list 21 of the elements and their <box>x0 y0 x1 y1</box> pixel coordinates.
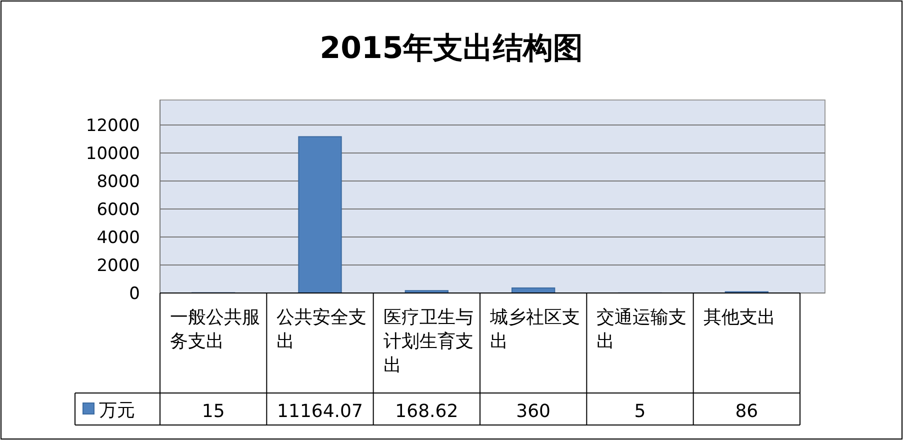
text: 5 <box>634 401 646 422</box>
y-tick-label: 4000 <box>96 228 140 248</box>
y-tick-label: 10000 <box>86 144 140 164</box>
y-tick-label: 2000 <box>96 256 140 276</box>
text: 86 <box>735 401 758 422</box>
x-tick-label: 其他支出 <box>703 307 776 328</box>
text: 360 <box>516 401 551 422</box>
x-tick-label: 医疗卫生与计划生育支出 <box>383 307 474 376</box>
text: 15 <box>202 401 225 422</box>
x-tick-label: 公共安全支出 <box>276 307 367 352</box>
x-tick-label: 交通运输支出 <box>596 307 687 352</box>
x-tick-label: 一般公共服务支出 <box>170 307 260 352</box>
x-tick-label: 城乡社区支出 <box>489 307 580 352</box>
y-tick-label: 12000 <box>86 116 140 136</box>
legend-label: 万元 <box>99 400 135 421</box>
y-tick-label: 8000 <box>96 172 140 192</box>
chart-title: 2015年支出结构图 <box>320 31 584 66</box>
text: 168.62 <box>395 401 458 422</box>
y-tick-label: 0 <box>129 284 140 304</box>
text: 11164.07 <box>277 401 363 422</box>
y-tick-label: 6000 <box>96 200 140 220</box>
